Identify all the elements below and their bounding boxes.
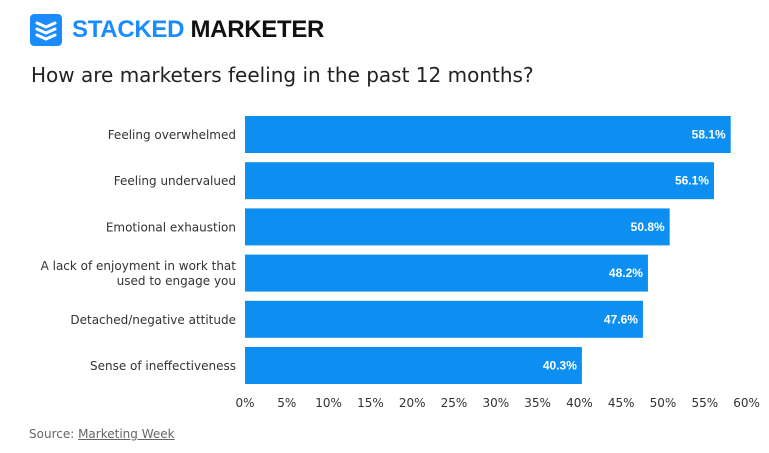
brand-name-part2: MARKETER: [184, 16, 325, 43]
category-label-3-line-0: A lack of enjoyment in work that: [41, 259, 237, 273]
x-tick-label-9: 45%: [608, 396, 635, 410]
brand-logo: STACKED MARKETER: [30, 14, 324, 46]
bar-4: [245, 300, 643, 338]
category-label-2: Emotional exhaustion: [106, 220, 236, 234]
x-tick-label-3: 15%: [357, 396, 384, 410]
brand-name: STACKED MARKETER: [72, 14, 324, 46]
bar-2: [245, 208, 670, 246]
bar-3: [245, 254, 648, 292]
x-tick-label-0: 0%: [235, 396, 254, 410]
bar-value-label-0: 58.1%: [692, 128, 726, 142]
x-tick-label-8: 40%: [566, 396, 593, 410]
bar-value-label-3: 48.2%: [609, 266, 643, 280]
source-note: Source: Marketing Week: [29, 427, 175, 441]
x-tick-label-5: 25%: [441, 396, 468, 410]
brand-name-part1: STACKED: [72, 16, 185, 43]
x-tick-label-2: 10%: [315, 396, 342, 410]
category-label-1: Feeling undervalued: [114, 174, 236, 188]
category-label-5: Sense of ineffectiveness: [90, 359, 236, 373]
x-tick-label-1: 5%: [277, 396, 296, 410]
bar-chart: 58.1% Feeling overwhelmed 56.1% Feeling und…: [41, 116, 760, 410]
category-label-0: Feeling overwhelmed: [108, 128, 236, 142]
bar-0: [245, 116, 731, 153]
x-tick-label-10: 50%: [650, 396, 677, 410]
stacked-layers-icon: [30, 14, 62, 46]
x-tick-label-12: 60%: [733, 396, 760, 410]
x-tick-label-11: 55%: [691, 396, 718, 410]
bar-value-label-5: 40.3%: [543, 359, 577, 373]
bar-value-label-4: 47.6%: [604, 312, 638, 326]
category-label-4: Detached/negative attitude: [70, 313, 236, 327]
bar-5: [245, 347, 582, 384]
x-tick-label-6: 30%: [482, 396, 509, 410]
chart-title: How are marketers feeling in the past 12…: [31, 63, 534, 87]
bar-value-label-1: 56.1%: [675, 174, 709, 188]
source-link[interactable]: Marketing Week: [78, 427, 175, 441]
x-tick-label-4: 20%: [399, 396, 426, 410]
category-label-3-line-1: used to engage you: [117, 274, 236, 288]
source-prefix: Source:: [29, 427, 79, 441]
bar-1: [245, 162, 714, 200]
bar-value-label-2: 50.8%: [631, 220, 665, 234]
x-tick-label-7: 35%: [524, 396, 551, 410]
